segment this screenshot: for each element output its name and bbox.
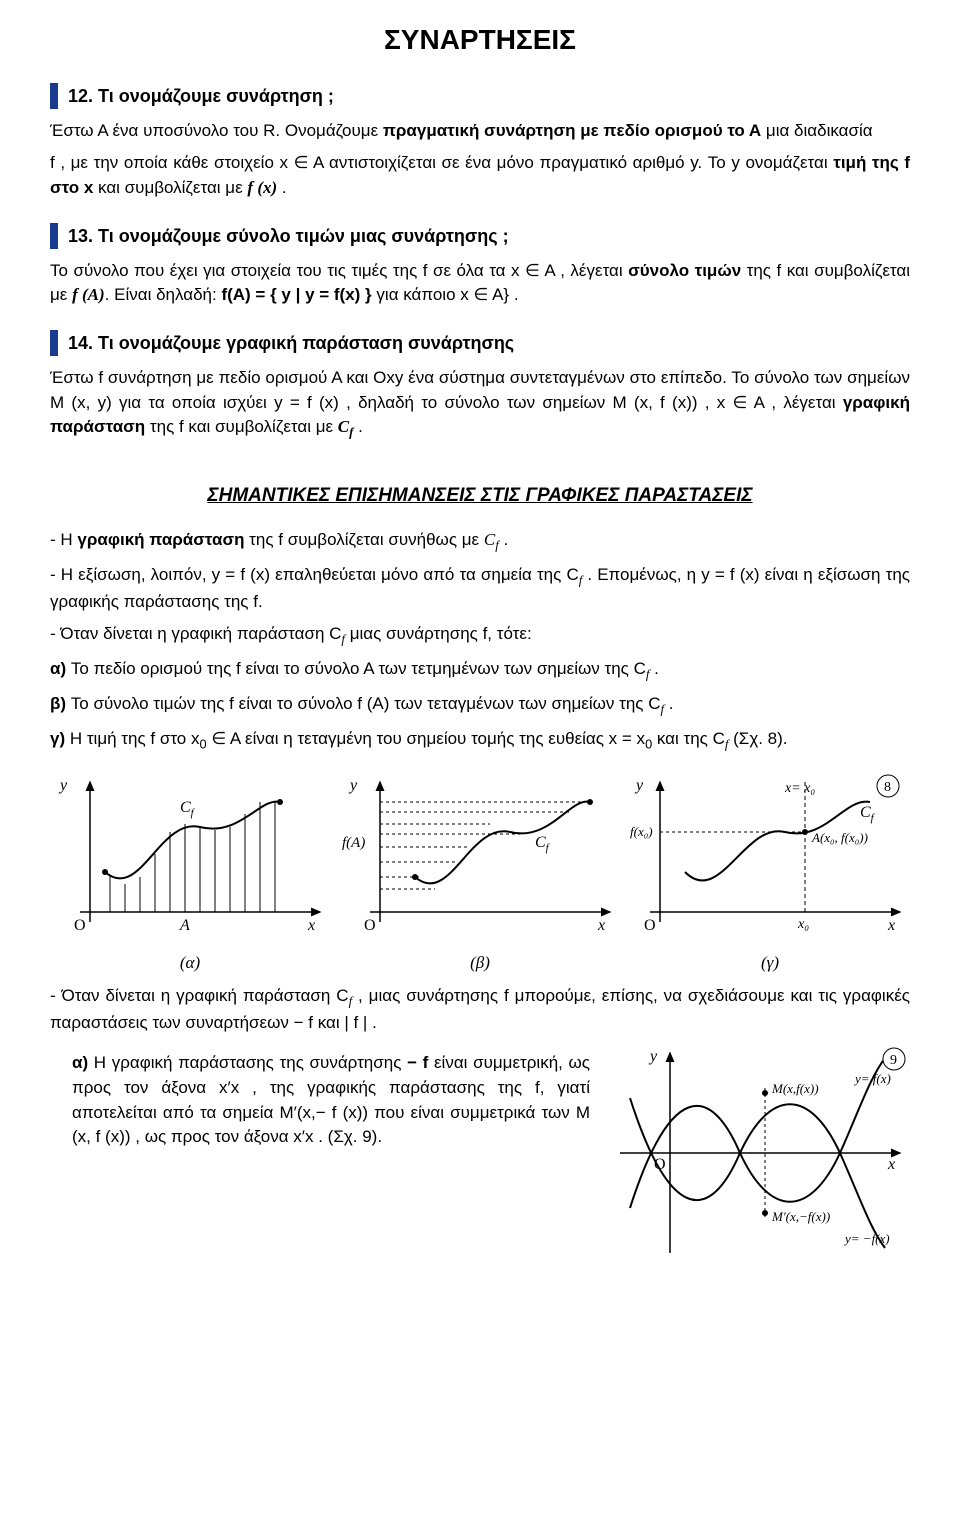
- bullet-3: - Όταν δίνεται η γραφική παράσταση Cf μι…: [50, 622, 910, 649]
- q13-p1b: σύνολο τιμών: [628, 261, 741, 280]
- q14-p1f: .: [353, 417, 362, 436]
- fig-a-cf: Cf: [180, 799, 196, 819]
- fig-b-x: x: [597, 917, 605, 934]
- fig-b-O: O: [364, 917, 376, 934]
- q12-p2: f , με την οποία κάθε στοιχείο x ∈ A αντ…: [50, 151, 910, 200]
- fig-8-badge: 8: [884, 780, 891, 795]
- item-alpha: α) Το πεδίο ορισμού της f είναι το σύνολ…: [50, 657, 910, 684]
- fig-g-fx0: f(x₀): [630, 824, 653, 839]
- q13-p1a: Το σύνολο που έχει για στοιχεία του τις …: [50, 261, 628, 280]
- fig-a-label: (α): [50, 951, 330, 976]
- fig-a-O: O: [74, 917, 86, 934]
- item-gamma: γ) Η τιμή της f στο x0 ∈ A είναι η τεταγ…: [50, 727, 910, 754]
- q12-p1: Έστω Α ένα υποσύνολο του R. Ονομάζουμε π…: [50, 119, 910, 144]
- figure-alpha-svg: y x O Cf A: [50, 772, 330, 942]
- fig-g-O: O: [644, 917, 656, 934]
- bullet-1: - Η γραφική παράσταση της f συμβολίζεται…: [50, 528, 910, 555]
- q13-p1f: f(A) = { y | y = f(x) }: [221, 285, 371, 304]
- bul2a: - Η εξίσωση, λοιπόν, y = f (x) επαληθεύε…: [50, 565, 579, 584]
- bot1a: - Όταν δίνεται η γραφική παράσταση C: [50, 986, 349, 1005]
- item-beta: β) Το σύνολο τιμών της f είναι το σύνολο…: [50, 692, 910, 719]
- g1g: (Σχ. 8).: [728, 729, 787, 748]
- bul3a: - Όταν δίνεται η γραφική παράσταση C: [50, 624, 341, 643]
- fig-g-x0: x₀: [797, 917, 809, 932]
- a1c: .: [649, 659, 658, 678]
- fig9-yfx: y= f(x): [853, 1071, 891, 1086]
- g1b: 0: [200, 736, 207, 751]
- q12-p1b: πραγματική συνάρτηση με πεδίο ορισμού το…: [383, 121, 761, 140]
- fig9-ymfx: y= −f(x): [843, 1231, 890, 1246]
- bot2a: α): [72, 1053, 94, 1072]
- gamma-label: γ): [50, 729, 70, 748]
- alpha-label: α): [50, 659, 71, 678]
- fig-g-y: y: [634, 777, 644, 794]
- fig-a-y: y: [58, 777, 68, 794]
- q13-heading: 13. Τι ονομάζουμε σύνολο τιμών μιας συνά…: [50, 223, 910, 249]
- q13-p1: Το σύνολο που έχει για στοιχεία του τις …: [50, 259, 910, 308]
- fig9-Mp: M′(x,−f(x)): [771, 1209, 830, 1224]
- q12-heading: 12. Τι ονομάζουμε συνάρτηση ;: [50, 83, 910, 109]
- figure-beta: y x O f(A) Cf (β): [340, 772, 620, 976]
- fig9-x: x: [887, 1156, 895, 1173]
- q12-p1a: Έστω Α ένα υποσύνολο του R. Ονομάζουμε: [50, 121, 383, 140]
- q13-p1e: . Είναι δηλαδή:: [105, 285, 222, 304]
- q14-p1c: της f και συμβολίζεται με: [145, 417, 338, 436]
- bottom-p1: - Όταν δίνεται η γραφική παράσταση Cf , …: [50, 984, 910, 1036]
- q12-p2c: και συμβολίζεται με: [93, 178, 247, 197]
- fig-g-cf: Cf: [860, 804, 876, 824]
- fig-b-y: y: [348, 777, 358, 794]
- beta-label: β): [50, 694, 71, 713]
- g1e: και της C: [652, 729, 725, 748]
- fig-a-A: A: [179, 917, 190, 934]
- figure-beta-svg: y x O f(A) Cf: [340, 772, 620, 942]
- q14-p1: Έστω f συνάρτηση με πεδίο ορισμού Α και …: [50, 366, 910, 442]
- bottom-row: α) Η γραφική παράστασης της συνάρτησης −…: [50, 1043, 910, 1271]
- bul1f: .: [499, 530, 508, 549]
- fig-g-x: x: [887, 917, 895, 934]
- a1: Το πεδίο ορισμού της f είναι το σύνολο Α…: [71, 659, 646, 678]
- bul1b: γραφική παράσταση: [77, 530, 244, 549]
- fig-9-badge: 9: [890, 1053, 897, 1068]
- figure-gamma-svg: y x O x= x₀ f(x₀) x₀ A(x₀, f(x₀)) Cf 8: [630, 772, 910, 942]
- fig-g-A: A(x₀, f(x₀)): [811, 830, 868, 845]
- fig9-M: M(x,f(x)): [771, 1081, 819, 1096]
- bottom-left: α) Η γραφική παράστασης της συνάρτησης −…: [50, 1043, 610, 1271]
- figure-9: y x O M(x,f(x)) M′(x,−f(x)) y= f(x) y= −…: [610, 1043, 910, 1271]
- bullet-2: - Η εξίσωση, λοιπόν, y = f (x) επαληθεύε…: [50, 563, 910, 615]
- q12-p2d: f (x): [247, 178, 277, 197]
- fig-b-cf: Cf: [535, 834, 551, 854]
- figure-alpha: y x O Cf A (α): [50, 772, 330, 976]
- bul1c: της f συμβολίζεται συνήθως με: [244, 530, 483, 549]
- page-title: ΣΥΝΑΡΤΗΣΕΙΣ: [50, 20, 910, 61]
- bot2: Η γραφική παράστασης της συνάρτησης: [94, 1053, 407, 1072]
- q13-p1d: f (A): [72, 285, 105, 304]
- bul1a: - Η: [50, 530, 77, 549]
- q13-p1g: για κάποιο x ∈ A} .: [372, 285, 519, 304]
- q12-p2a: f , με την οποία κάθε στοιχείο x ∈ A αντ…: [50, 153, 833, 172]
- g1c: ∈ A είναι η τεταγμένη του σημείου τομής …: [207, 729, 645, 748]
- fig-g-xx0: x= x₀: [784, 781, 815, 796]
- figure-row-8: y x O Cf A (α): [50, 772, 910, 976]
- fig-g-label: (γ): [630, 951, 910, 976]
- bot2b: − f: [407, 1053, 428, 1072]
- q14-heading: 14. Τι ονομάζουμε γραφική παράσταση συνά…: [50, 330, 910, 356]
- figure-9-svg: y x O M(x,f(x)) M′(x,−f(x)) y= f(x) y= −…: [610, 1043, 910, 1263]
- g1: Η τιμή της f στο x: [70, 729, 200, 748]
- bul1d: C: [484, 530, 495, 549]
- fig-b-fA: f(A): [342, 835, 365, 851]
- b1: Το σύνολο τιμών της f είναι το σύνολο f …: [71, 694, 661, 713]
- bul3c: μιας συνάρτησης f, τότε:: [345, 624, 532, 643]
- fig-b-label: (β): [340, 951, 620, 976]
- figure-gamma: y x O x= x₀ f(x₀) x₀ A(x₀, f(x₀)) Cf 8 (…: [630, 772, 910, 976]
- b1c: .: [664, 694, 673, 713]
- q14-p1d: C: [338, 417, 349, 436]
- q14-p1a: Έστω f συνάρτηση με πεδίο ορισμού Α και …: [50, 368, 910, 412]
- q12-p2e: .: [277, 178, 286, 197]
- fig-a-x: x: [307, 917, 315, 934]
- bottom-p2: α) Η γραφική παράστασης της συνάρτησης −…: [50, 1051, 590, 1150]
- section-heading: ΣΗΜΑΝΤΙΚΕΣ ΕΠΙΣΗΜΑΝΣΕΙΣ ΣΤΙΣ ΓΡΑΦΙΚΕΣ ΠΑ…: [50, 482, 910, 510]
- q12-p1c: μια διαδικασία: [761, 121, 872, 140]
- fig9-y: y: [648, 1048, 658, 1065]
